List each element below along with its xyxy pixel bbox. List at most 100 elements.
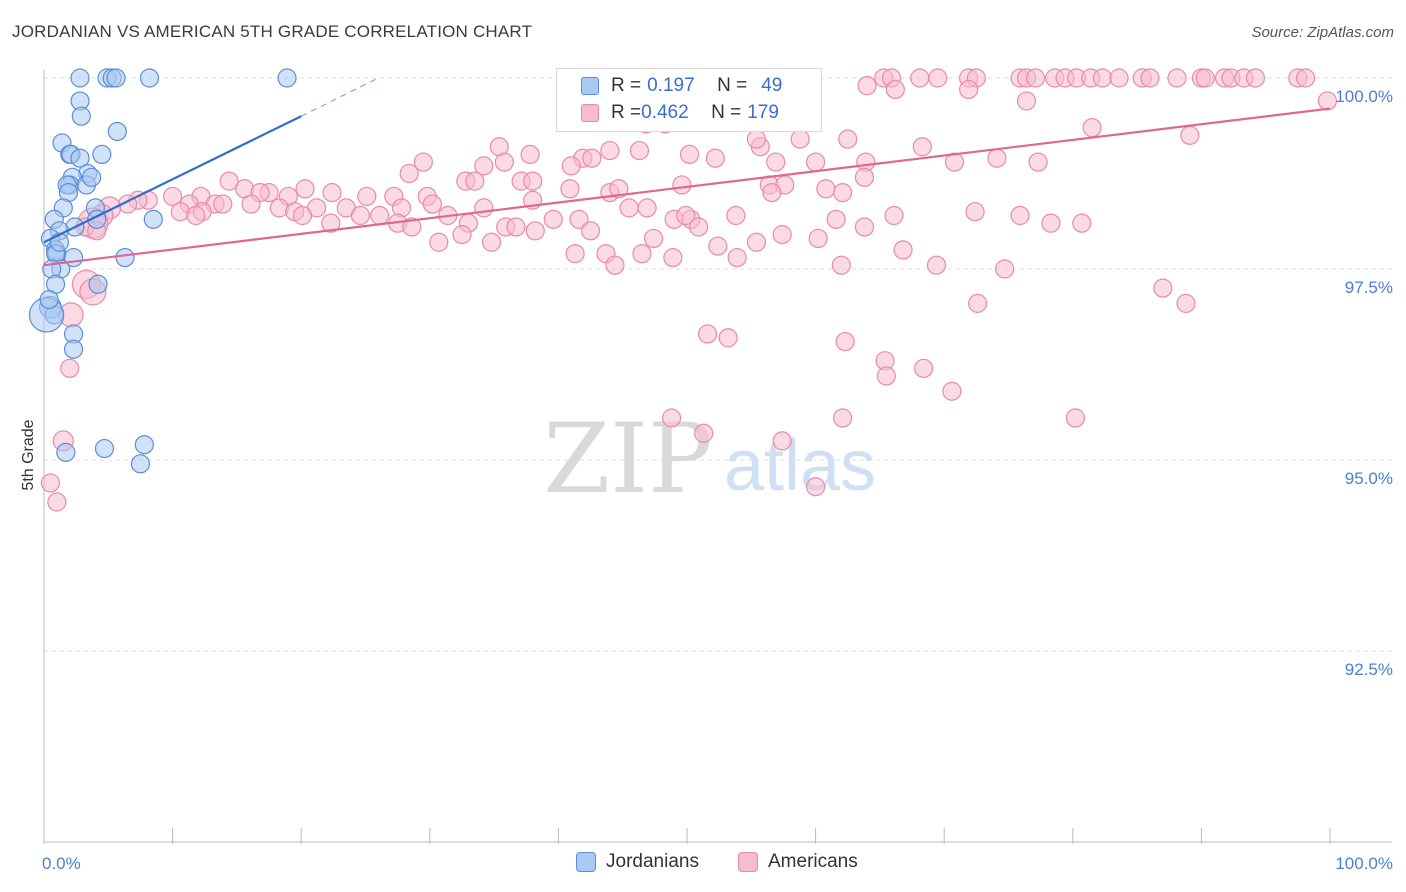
american-point-55 — [494, 152, 514, 172]
legend-item-americans[interactable]: Americans — [738, 851, 858, 873]
american-point-79 — [219, 171, 239, 191]
american-point-169 — [772, 431, 792, 451]
american-point-166 — [833, 408, 853, 428]
american-point-43 — [600, 140, 620, 161]
american-point-125 — [826, 209, 846, 229]
american-point-65 — [609, 179, 629, 199]
american-point-58 — [523, 171, 543, 191]
jordanian-point-5 — [277, 68, 297, 88]
american-point-81 — [163, 186, 183, 207]
jordanian-trend-extension — [300, 77, 379, 117]
american-point-140 — [481, 232, 502, 252]
american-point-24 — [1245, 68, 1266, 88]
american-point-158 — [60, 358, 80, 378]
american-point-97 — [350, 205, 370, 226]
jordanian-point-44 — [94, 438, 115, 459]
american-point-59 — [413, 152, 433, 172]
american-point-106 — [619, 198, 639, 218]
y-tick-label-1: 95.0% — [1345, 469, 1393, 488]
american-point-115 — [292, 205, 313, 226]
american-point-161 — [835, 331, 855, 352]
american-point-143 — [893, 240, 913, 260]
jordanian-point-47 — [39, 289, 59, 310]
american-point-29 — [959, 79, 979, 100]
american-point-27 — [1317, 91, 1338, 111]
american-point-105 — [569, 209, 589, 229]
american-point-63 — [560, 179, 580, 199]
american-r-value: 0.462 — [641, 102, 689, 123]
jordanian-point-12 — [70, 148, 90, 168]
american-point-28 — [885, 79, 905, 100]
american-point-138 — [854, 217, 875, 237]
legend-row-americans: R = 0.462 N = 179 — [581, 101, 779, 125]
american-point-9 — [1025, 68, 1046, 88]
jordanian-n-value: 49 — [761, 75, 783, 96]
american-point-54 — [474, 156, 494, 176]
american-point-146 — [632, 244, 652, 264]
american-point-174 — [47, 492, 67, 512]
american-point-171 — [1065, 408, 1085, 428]
american-legend-label: Americans — [768, 851, 858, 872]
american-point-136 — [772, 225, 792, 245]
american-point-60 — [399, 163, 419, 184]
stats-legend: R = 0.197 N = 49 R = 0.462 N = 179 — [556, 68, 822, 132]
american-point-93 — [241, 194, 261, 214]
american-point-17 — [1140, 68, 1160, 88]
american-trend-line — [43, 107, 1331, 267]
jordanian-points — [28, 68, 297, 474]
american-point-36 — [790, 129, 810, 149]
axes — [43, 70, 1392, 844]
chart-title: JORDANIAN VS AMERICAN 5TH GRADE CORRELAT… — [12, 22, 533, 41]
american-legend-swatch — [738, 852, 758, 872]
american-point-32 — [1082, 118, 1102, 138]
jordanian-point-33 — [115, 247, 135, 268]
american-point-152 — [995, 259, 1015, 279]
american-point-177 — [968, 293, 988, 313]
american-point-44 — [629, 140, 650, 161]
american-point-18 — [1167, 68, 1187, 88]
series-legend: Jordanians Americans — [0, 851, 1406, 877]
american-point-98 — [370, 205, 390, 226]
jordanian-point-13 — [92, 144, 112, 164]
american-point-107 — [637, 198, 657, 218]
american-point-175 — [186, 205, 206, 226]
legend-row-jordanians: R = 0.197 N = 49 — [581, 74, 782, 98]
y-tick-label-2: 97.5% — [1345, 278, 1393, 297]
american-point-168 — [694, 423, 714, 443]
american-point-26 — [1295, 68, 1316, 88]
american-point-53 — [582, 148, 602, 168]
american-point-101 — [422, 194, 442, 214]
american-point-72 — [854, 167, 875, 187]
american-point-51 — [520, 144, 540, 164]
american-point-46 — [705, 148, 725, 168]
american-point-116 — [321, 213, 341, 233]
watermark: ZIP atlas — [543, 403, 876, 515]
jordanian-point-7 — [71, 106, 91, 126]
american-point-74 — [357, 186, 377, 207]
jordanian-point-8 — [107, 121, 127, 142]
jordanian-point-46 — [130, 454, 151, 474]
jordanian-point-42 — [63, 339, 84, 359]
american-point-142 — [746, 232, 767, 252]
american-point-62 — [465, 171, 485, 191]
american-point-130 — [1072, 213, 1092, 233]
american-point-47 — [766, 152, 786, 172]
american-point-70 — [816, 179, 836, 199]
american-point-92 — [213, 194, 233, 214]
american-point-122 — [543, 209, 563, 229]
american-point-69 — [672, 175, 692, 195]
jordanian-point-43 — [56, 442, 76, 462]
american-point-48 — [805, 152, 826, 172]
american-point-41 — [987, 148, 1007, 168]
american-point-14 — [1092, 68, 1112, 88]
american-point-4 — [928, 68, 948, 88]
american-point-132 — [525, 221, 545, 241]
y-tick-label-3: 100.0% — [1335, 87, 1393, 106]
american-point-153 — [1153, 278, 1173, 298]
american-point-144 — [565, 244, 585, 264]
american-point-3 — [910, 68, 930, 88]
jordanian-point-3 — [106, 68, 126, 88]
american-point-126 — [884, 205, 904, 226]
jordanian-legend-label: Jordanians — [606, 851, 699, 872]
legend-item-jordanians[interactable]: Jordanians — [576, 851, 699, 873]
